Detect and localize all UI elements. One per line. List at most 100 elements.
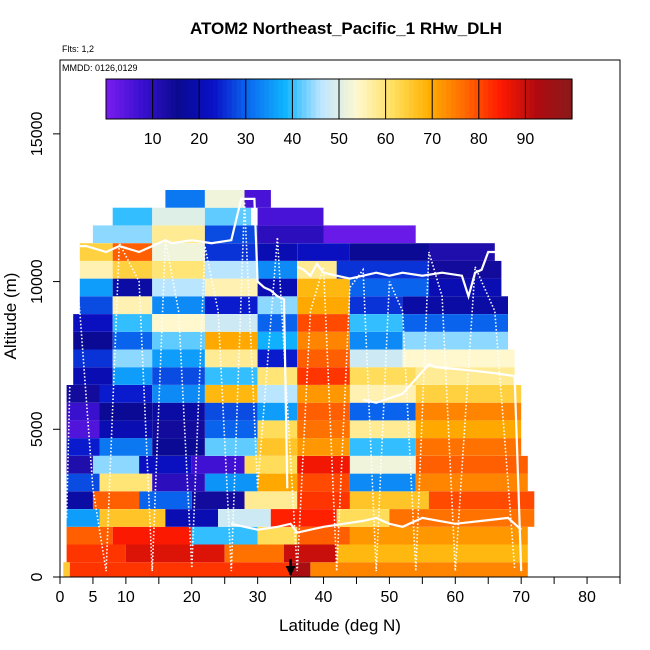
colorbar-cell bbox=[469, 79, 475, 119]
x-tick-label: 30 bbox=[249, 589, 267, 606]
heatmap-cell bbox=[165, 190, 205, 208]
chart-title: ATOM2 Northeast_Pacific_1 RHw_DLH bbox=[190, 19, 502, 38]
heatmap-cell bbox=[349, 367, 416, 385]
heatmap-cell bbox=[349, 526, 528, 545]
x-tick-label: 20 bbox=[183, 589, 201, 606]
colorbar-cell bbox=[562, 79, 568, 119]
flight-track-layer bbox=[65, 197, 523, 572]
colorbar-cell bbox=[464, 79, 471, 119]
heatmap-cell bbox=[349, 349, 403, 368]
heatmap-cell bbox=[73, 349, 113, 368]
colorbar-cell bbox=[432, 79, 438, 119]
heatmap-cell bbox=[257, 296, 298, 314]
heatmap-cell bbox=[244, 491, 298, 509]
heatmap-cell bbox=[290, 562, 311, 577]
heatmap-cell bbox=[257, 438, 298, 456]
heatmap-cell bbox=[99, 473, 153, 492]
colorbar-cell bbox=[273, 79, 280, 119]
heatmap-cell bbox=[99, 402, 153, 421]
x-tick-label: 40 bbox=[315, 589, 333, 606]
heatmap-cell bbox=[99, 438, 153, 456]
heatmap-cell bbox=[204, 331, 258, 350]
colorbar-cell bbox=[185, 79, 191, 119]
heatmap-cell bbox=[297, 278, 350, 297]
heatmap-cell bbox=[112, 296, 153, 314]
colorbar-cell bbox=[189, 79, 196, 119]
colorbar-cell bbox=[567, 79, 573, 119]
heatmap-cell bbox=[349, 420, 416, 439]
colorbar-cell bbox=[520, 79, 526, 119]
x-axis: 0 5 10 20 30 40 50 60 70 80 bbox=[56, 576, 621, 606]
colorbar-cell bbox=[534, 79, 540, 119]
heatmap-cell bbox=[204, 420, 258, 439]
colorbar-cell bbox=[366, 79, 373, 119]
colorbar-cell bbox=[208, 79, 214, 119]
heatmap-cell bbox=[152, 473, 205, 492]
colorbar-cell bbox=[124, 79, 130, 119]
heatmap-cell bbox=[415, 385, 522, 403]
heatmap-cell bbox=[349, 331, 403, 350]
colorbar-tick-label: 80 bbox=[470, 131, 488, 148]
heatmap-cell bbox=[125, 544, 225, 563]
heatmap-cell bbox=[297, 420, 350, 439]
heatmap-cell bbox=[270, 509, 337, 527]
heatmap-cell bbox=[204, 225, 258, 244]
colorbar-cell bbox=[376, 79, 382, 119]
heatmap-cell bbox=[66, 544, 126, 563]
colorbar-cell bbox=[548, 79, 554, 119]
heatmap-cell bbox=[204, 278, 258, 297]
colorbar-cell bbox=[422, 79, 429, 119]
colorbar-cell bbox=[245, 79, 252, 119]
heatmap-cell bbox=[297, 349, 350, 368]
heatmap-cell bbox=[152, 438, 205, 456]
colorbar-cell bbox=[255, 79, 261, 119]
colorbar-cell bbox=[166, 79, 172, 119]
colorbar-cell bbox=[306, 79, 312, 119]
heatmap-cell bbox=[69, 562, 291, 577]
heatmap-cell bbox=[66, 509, 100, 527]
colorbar-cell bbox=[483, 79, 489, 119]
heatmap-cell bbox=[349, 314, 403, 332]
heatmap-cell bbox=[310, 562, 528, 577]
colorbar-cell bbox=[516, 79, 522, 119]
x-tick-label: 60 bbox=[446, 589, 464, 606]
heatmap-cell bbox=[257, 225, 324, 244]
heatmap-cell bbox=[99, 509, 166, 527]
heatmap-cell bbox=[73, 314, 113, 332]
heatmap-cell bbox=[92, 491, 139, 509]
colorbar-cell bbox=[325, 79, 331, 119]
colorbar-cell bbox=[427, 79, 433, 119]
colorbar: 10 20 30 40 50 60 70 80 90 bbox=[105, 78, 573, 148]
heatmap-cell bbox=[66, 385, 100, 403]
colorbar-cell bbox=[292, 79, 298, 119]
heatmap-cell bbox=[323, 225, 416, 244]
colorbar-cell bbox=[530, 79, 536, 119]
flight-track-solid bbox=[231, 516, 522, 534]
heatmap-cell bbox=[204, 438, 258, 456]
heatmap-cell bbox=[165, 509, 219, 527]
heatmap-cell bbox=[139, 455, 192, 474]
heatmap-cell bbox=[402, 296, 508, 314]
colorbar-cell bbox=[371, 79, 377, 119]
heatmap-cell bbox=[79, 296, 113, 314]
colorbar-cell bbox=[404, 79, 410, 119]
colorbar-cell bbox=[362, 79, 368, 119]
heatmap-cell bbox=[204, 349, 258, 368]
y-tick-label: 5000 bbox=[29, 411, 46, 447]
heatmap-cell bbox=[66, 438, 100, 456]
heatmap-cell bbox=[112, 314, 153, 332]
heatmap-cell bbox=[73, 367, 113, 385]
colorbar-cell bbox=[315, 79, 321, 119]
heatmap-cell bbox=[349, 473, 416, 492]
heatmap-cell bbox=[349, 243, 429, 261]
colorbar-cell bbox=[544, 79, 550, 119]
heatmap-cell bbox=[152, 331, 205, 350]
colorbar-tick-label: 20 bbox=[190, 131, 208, 148]
heatmap-cell bbox=[257, 278, 298, 297]
heatmap-cell bbox=[112, 526, 192, 545]
x-tick-label: 70 bbox=[512, 589, 530, 606]
colorbar-cell bbox=[390, 79, 396, 119]
x-tick-label: 80 bbox=[578, 589, 596, 606]
heatmap-cell bbox=[112, 349, 153, 368]
y-axis: 0 5000 10000 15000 bbox=[29, 60, 61, 581]
